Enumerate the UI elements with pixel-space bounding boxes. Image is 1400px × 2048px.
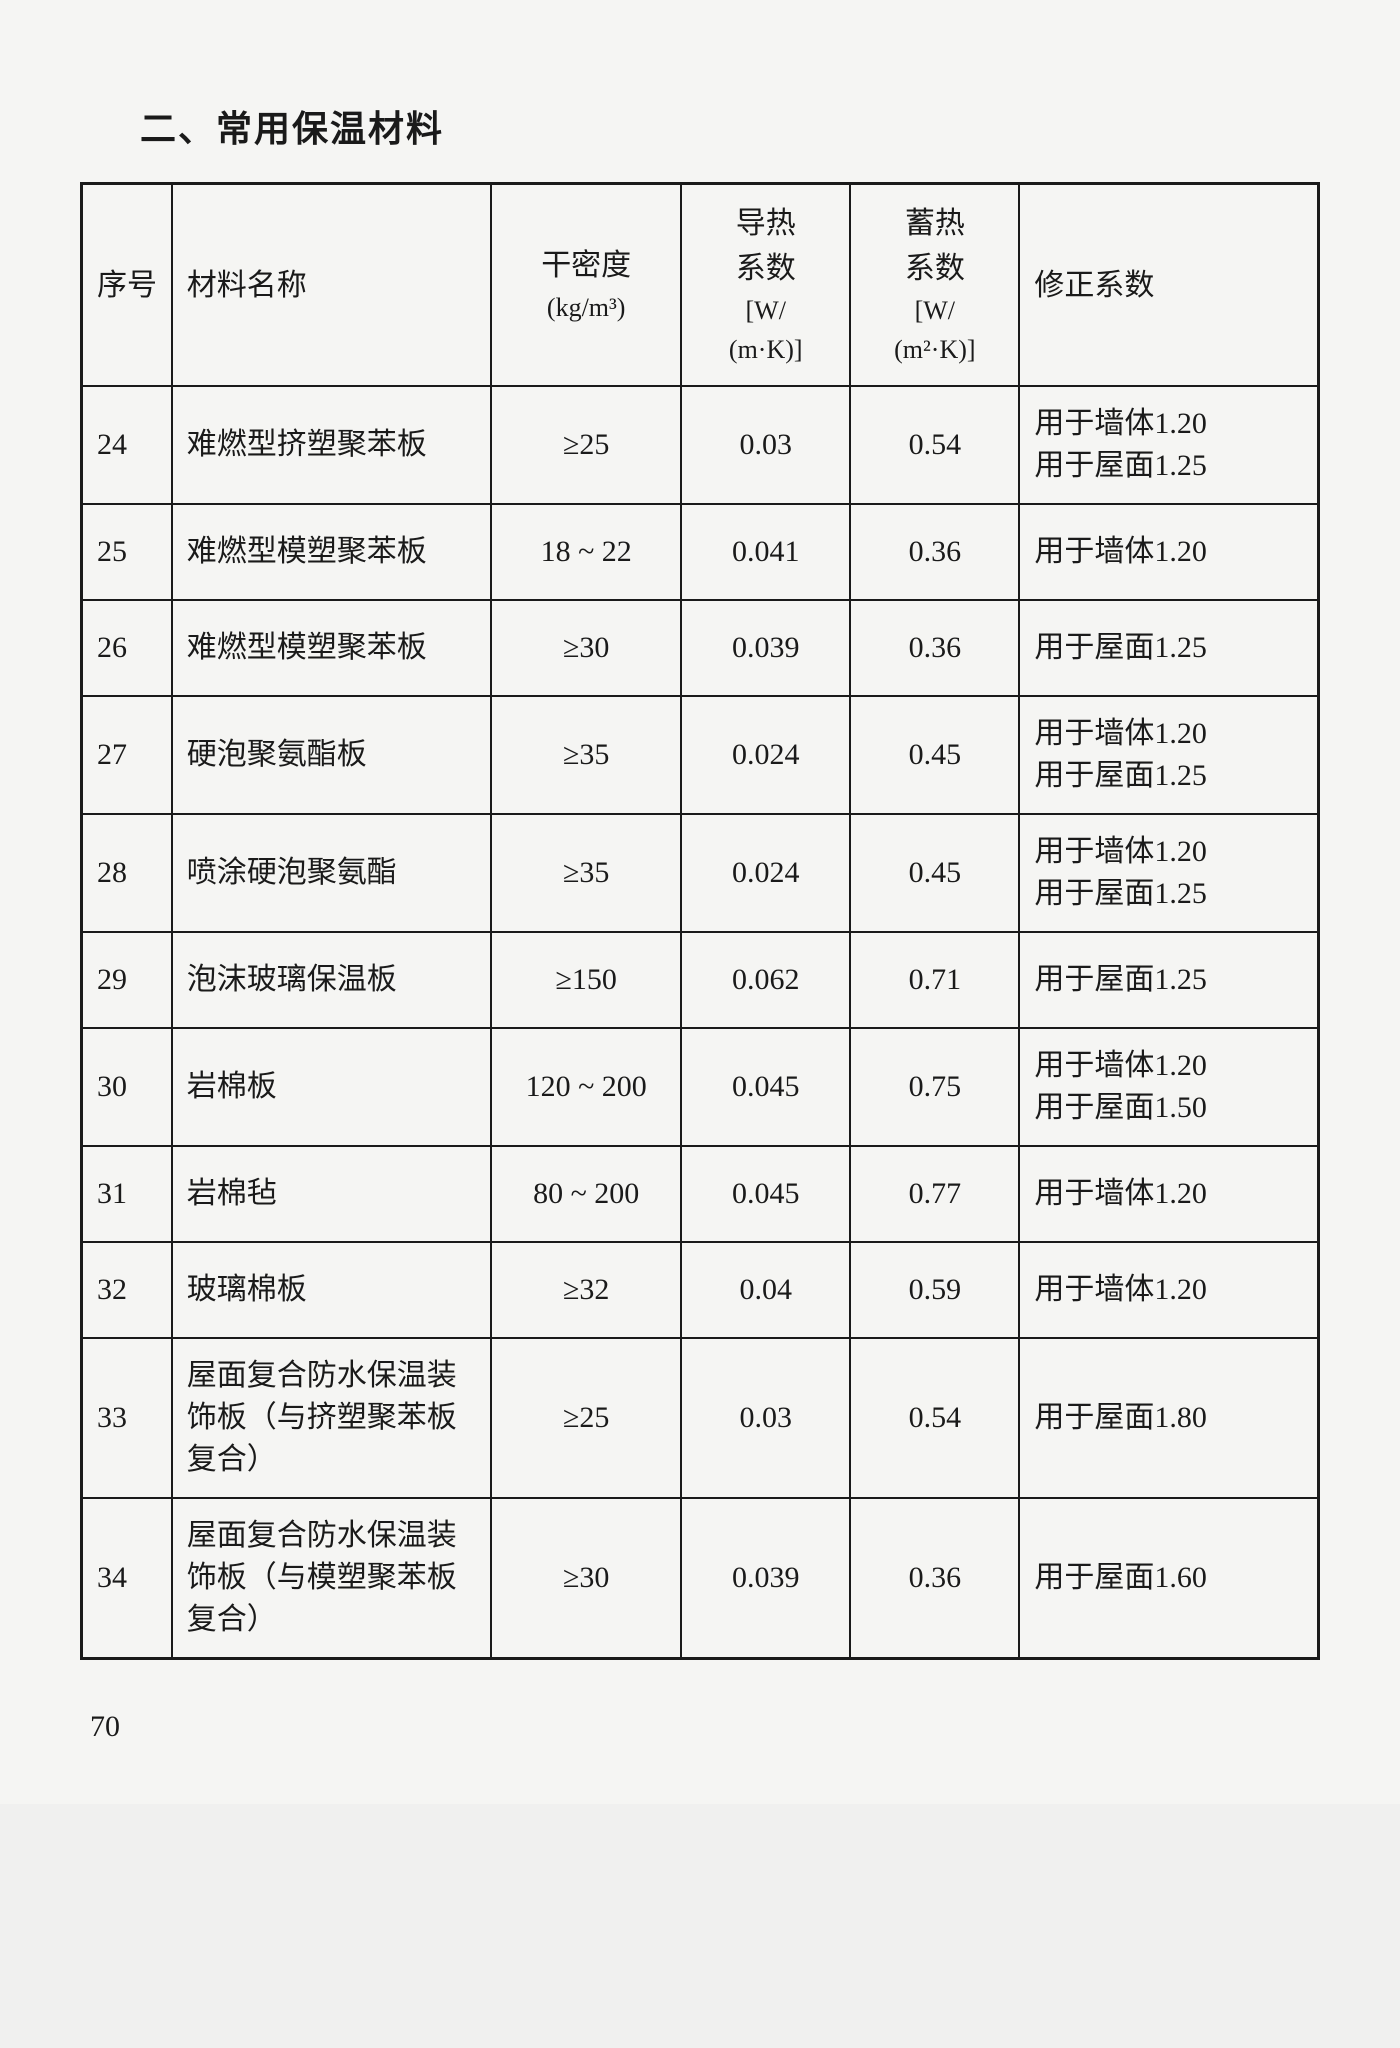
document-page: 二、常用保温材料 序号 材料名称 干密度 (kg/m³) 导热系数 [W/(m·… xyxy=(0,0,1400,1804)
cell-heat: 0.75 xyxy=(850,1028,1019,1146)
table-row: 26难燃型模塑聚苯板≥300.0390.36用于屋面1.25 xyxy=(82,600,1319,696)
cell-density: ≥35 xyxy=(491,814,681,932)
table-row: 28喷涂硬泡聚氨酯≥350.0240.45用于墙体1.20用于屋面1.25 xyxy=(82,814,1319,932)
header-correction: 修正系数 xyxy=(1019,184,1318,387)
cell-heat: 0.36 xyxy=(850,1498,1019,1659)
cell-density: ≥25 xyxy=(491,386,681,504)
cell-seq: 28 xyxy=(82,814,172,932)
cell-correction: 用于墙体1.20用于屋面1.25 xyxy=(1019,386,1318,504)
table-row: 24难燃型挤塑聚苯板≥250.030.54用于墙体1.20用于屋面1.25 xyxy=(82,386,1319,504)
cell-thermal: 0.04 xyxy=(681,1242,850,1338)
cell-density: 18 ~ 22 xyxy=(491,504,681,600)
cell-thermal: 0.041 xyxy=(681,504,850,600)
cell-density: ≥30 xyxy=(491,1498,681,1659)
cell-thermal: 0.024 xyxy=(681,814,850,932)
cell-heat: 0.54 xyxy=(850,386,1019,504)
cell-seq: 32 xyxy=(82,1242,172,1338)
cell-heat: 0.77 xyxy=(850,1146,1019,1242)
cell-heat: 0.71 xyxy=(850,932,1019,1028)
header-name-label: 材料名称 xyxy=(187,269,307,302)
cell-name: 玻璃棉板 xyxy=(172,1242,491,1338)
cell-seq: 24 xyxy=(82,386,172,504)
cell-correction: 用于屋面1.60 xyxy=(1019,1498,1318,1659)
cell-density: 80 ~ 200 xyxy=(491,1146,681,1242)
header-density: 干密度 (kg/m³) xyxy=(491,184,681,387)
cell-thermal: 0.039 xyxy=(681,1498,850,1659)
header-heat-sublabel: [W/(m²·K)] xyxy=(861,291,1008,369)
table-row: 31岩棉毡80 ~ 2000.0450.77用于墙体1.20 xyxy=(82,1146,1319,1242)
materials-table: 序号 材料名称 干密度 (kg/m³) 导热系数 [W/(m·K)] 蓄热系数 … xyxy=(80,182,1320,1660)
cell-name: 硬泡聚氨酯板 xyxy=(172,696,491,814)
table-header-row: 序号 材料名称 干密度 (kg/m³) 导热系数 [W/(m·K)] 蓄热系数 … xyxy=(82,184,1319,387)
cell-density: ≥150 xyxy=(491,932,681,1028)
cell-name: 泡沫玻璃保温板 xyxy=(172,932,491,1028)
cell-thermal: 0.03 xyxy=(681,386,850,504)
cell-thermal: 0.024 xyxy=(681,696,850,814)
cell-heat: 0.45 xyxy=(850,814,1019,932)
cell-heat: 0.59 xyxy=(850,1242,1019,1338)
cell-heat: 0.36 xyxy=(850,504,1019,600)
table-row: 32玻璃棉板≥320.040.59用于墙体1.20 xyxy=(82,1242,1319,1338)
table-row: 34屋面复合防水保温装饰板（与模塑聚苯板复合）≥300.0390.36用于屋面1… xyxy=(82,1498,1319,1659)
table-row: 33屋面复合防水保温装饰板（与挤塑聚苯板复合）≥250.030.54用于屋面1.… xyxy=(82,1338,1319,1498)
cell-thermal: 0.03 xyxy=(681,1338,850,1498)
cell-seq: 25 xyxy=(82,504,172,600)
cell-density: ≥35 xyxy=(491,696,681,814)
header-seq-label: 序号 xyxy=(97,269,157,302)
cell-correction: 用于屋面1.25 xyxy=(1019,600,1318,696)
cell-name: 难燃型挤塑聚苯板 xyxy=(172,386,491,504)
cell-seq: 27 xyxy=(82,696,172,814)
cell-density: ≥30 xyxy=(491,600,681,696)
header-heat: 蓄热系数 [W/(m²·K)] xyxy=(850,184,1019,387)
section-title: 二、常用保温材料 xyxy=(140,100,1320,152)
cell-thermal: 0.039 xyxy=(681,600,850,696)
cell-seq: 31 xyxy=(82,1146,172,1242)
header-thermal: 导热系数 [W/(m·K)] xyxy=(681,184,850,387)
header-density-label: 干密度 xyxy=(541,249,631,282)
cell-density: 120 ~ 200 xyxy=(491,1028,681,1146)
table-row: 29泡沫玻璃保温板≥1500.0620.71用于屋面1.25 xyxy=(82,932,1319,1028)
cell-density: ≥32 xyxy=(491,1242,681,1338)
page-number: 70 xyxy=(90,1710,1320,1744)
cell-heat: 0.36 xyxy=(850,600,1019,696)
cell-name: 难燃型模塑聚苯板 xyxy=(172,504,491,600)
table-body: 24难燃型挤塑聚苯板≥250.030.54用于墙体1.20用于屋面1.2525难… xyxy=(82,386,1319,1659)
cell-thermal: 0.045 xyxy=(681,1028,850,1146)
table-row: 30岩棉板120 ~ 2000.0450.75用于墙体1.20用于屋面1.50 xyxy=(82,1028,1319,1146)
cell-correction: 用于墙体1.20用于屋面1.25 xyxy=(1019,814,1318,932)
header-heat-label: 蓄热系数 xyxy=(905,207,965,285)
header-thermal-sublabel: [W/(m·K)] xyxy=(692,291,839,369)
cell-seq: 26 xyxy=(82,600,172,696)
cell-heat: 0.54 xyxy=(850,1338,1019,1498)
cell-name: 岩棉毡 xyxy=(172,1146,491,1242)
cell-correction: 用于墙体1.20用于屋面1.25 xyxy=(1019,696,1318,814)
header-correction-label: 修正系数 xyxy=(1034,269,1154,302)
cell-heat: 0.45 xyxy=(850,696,1019,814)
cell-name: 喷涂硬泡聚氨酯 xyxy=(172,814,491,932)
cell-seq: 34 xyxy=(82,1498,172,1659)
cell-seq: 30 xyxy=(82,1028,172,1146)
cell-name: 岩棉板 xyxy=(172,1028,491,1146)
cell-thermal: 0.062 xyxy=(681,932,850,1028)
table-row: 25难燃型模塑聚苯板18 ~ 220.0410.36用于墙体1.20 xyxy=(82,504,1319,600)
table-row: 27硬泡聚氨酯板≥350.0240.45用于墙体1.20用于屋面1.25 xyxy=(82,696,1319,814)
header-name: 材料名称 xyxy=(172,184,491,387)
table-header: 序号 材料名称 干密度 (kg/m³) 导热系数 [W/(m·K)] 蓄热系数 … xyxy=(82,184,1319,387)
header-density-sublabel: (kg/m³) xyxy=(502,288,670,327)
cell-correction: 用于屋面1.25 xyxy=(1019,932,1318,1028)
header-thermal-label: 导热系数 xyxy=(736,207,796,285)
cell-seq: 29 xyxy=(82,932,172,1028)
cell-seq: 33 xyxy=(82,1338,172,1498)
cell-correction: 用于墙体1.20 xyxy=(1019,1146,1318,1242)
cell-name: 难燃型模塑聚苯板 xyxy=(172,600,491,696)
cell-correction: 用于屋面1.80 xyxy=(1019,1338,1318,1498)
header-seq: 序号 xyxy=(82,184,172,387)
cell-correction: 用于墙体1.20 xyxy=(1019,1242,1318,1338)
cell-name: 屋面复合防水保温装饰板（与挤塑聚苯板复合） xyxy=(172,1338,491,1498)
cell-thermal: 0.045 xyxy=(681,1146,850,1242)
cell-name: 屋面复合防水保温装饰板（与模塑聚苯板复合） xyxy=(172,1498,491,1659)
cell-correction: 用于墙体1.20 xyxy=(1019,504,1318,600)
cell-density: ≥25 xyxy=(491,1338,681,1498)
cell-correction: 用于墙体1.20用于屋面1.50 xyxy=(1019,1028,1318,1146)
